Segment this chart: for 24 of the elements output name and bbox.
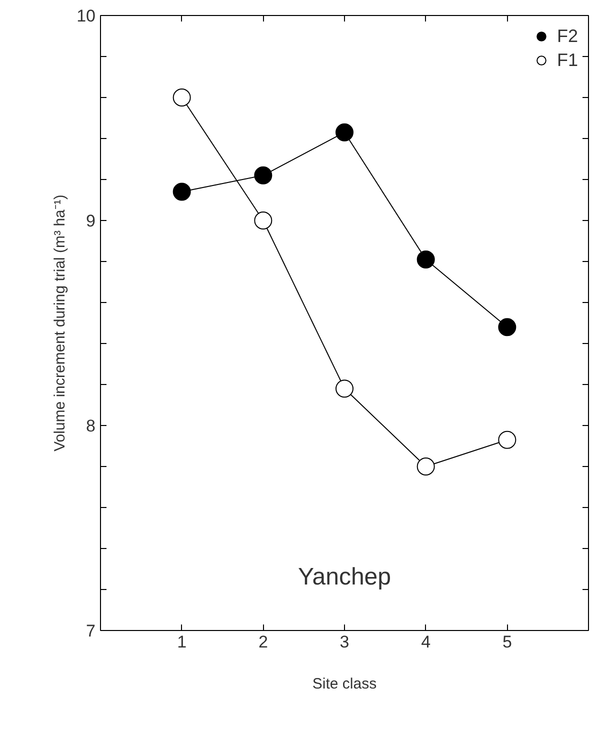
x-axis-title: Site class [312, 676, 377, 692]
point [172, 182, 191, 201]
point [416, 458, 435, 476]
legend-label: F2 [556, 26, 578, 46]
x-tick-label: 4 [421, 632, 431, 652]
point [416, 250, 435, 268]
point [498, 318, 516, 336]
y-tick-label: 8 [86, 416, 96, 436]
legend-label: F1 [556, 50, 578, 70]
y-axis-title: Volume increment during trial (m³ ha⁻¹) [52, 194, 69, 452]
x-tick-label: 5 [502, 632, 512, 652]
annotation: Yanchep [298, 564, 391, 590]
point [336, 123, 354, 142]
point [172, 88, 191, 106]
x-tick-label: 2 [258, 632, 268, 652]
point [254, 166, 272, 184]
x-tick-label: 3 [340, 632, 350, 652]
y-tick-label: 9 [86, 212, 96, 230]
y-tick-label: 10 [76, 6, 96, 26]
point [254, 212, 272, 230]
x-tick-label: 1 [177, 632, 187, 652]
point [498, 430, 516, 449]
y-tick-label: 7 [86, 622, 96, 640]
point [336, 380, 354, 398]
